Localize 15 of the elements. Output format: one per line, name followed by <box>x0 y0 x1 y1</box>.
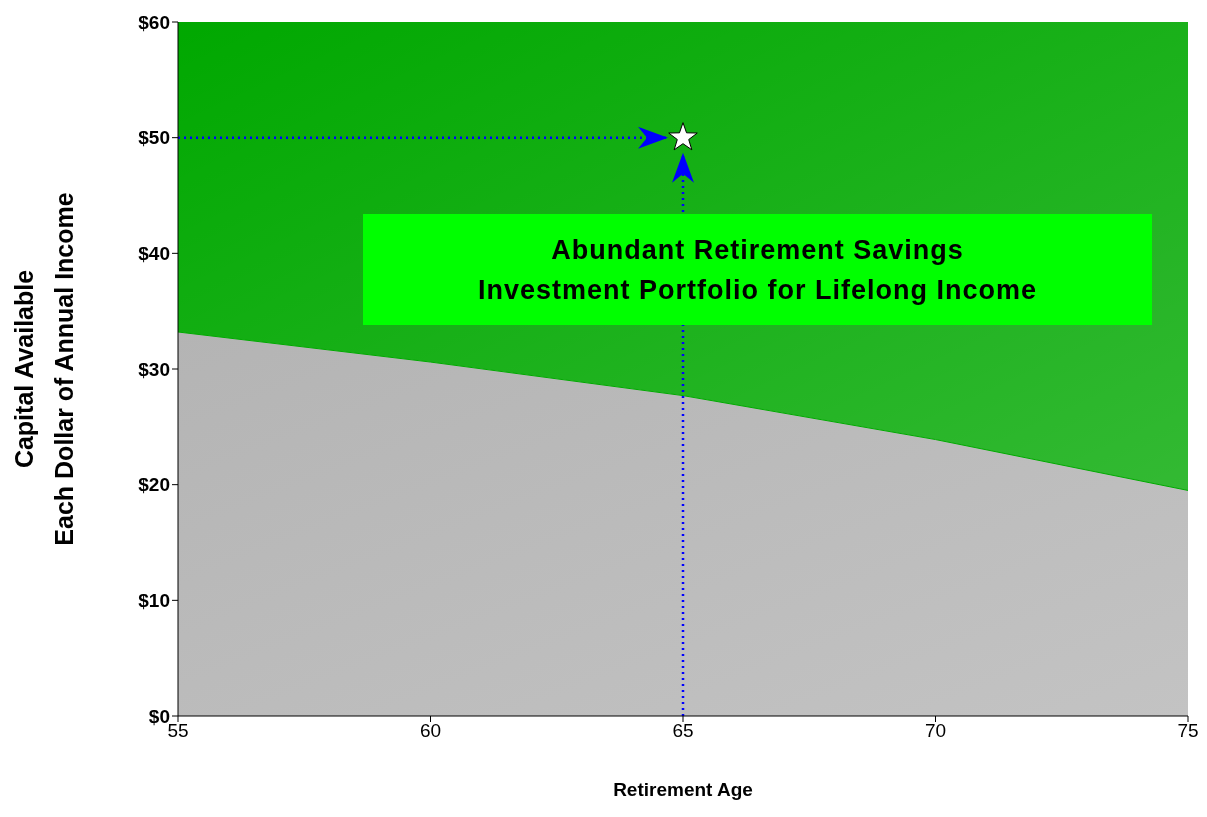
y-tick-label: $40 <box>138 243 170 265</box>
y-axis-title: Capital Available Each Dollar of Annual Income <box>10 192 78 546</box>
y-tick-label: $50 <box>138 127 170 149</box>
x-axis-title: Retirement Age <box>613 779 753 800</box>
annotation: Abundant Retirement Savings Investment Portfolio for Lifelong Income <box>477 233 1038 307</box>
y-tick-label: $0 <box>148 705 170 727</box>
x-tick-label: 75 <box>1177 720 1199 742</box>
x-tick-label: 65 <box>672 720 694 742</box>
y-tick-label: $10 <box>138 590 170 612</box>
y-tick-label: $30 <box>138 358 170 380</box>
x-tick-label: 60 <box>419 720 442 742</box>
y-tick-label: $60 <box>138 11 170 33</box>
text-box: Abundant Retirement Savings Investment Portfolio for Lifelong Income <box>363 214 1152 325</box>
y-tick-label: $20 <box>138 474 170 496</box>
x-tick-label: 70 <box>924 720 947 742</box>
